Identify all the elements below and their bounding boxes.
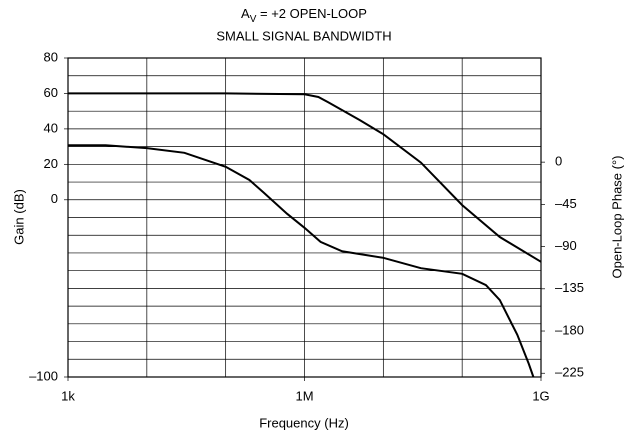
y-tick-label: 40	[44, 120, 58, 135]
y2-axis-label: Open-Loop Phase (°)	[609, 156, 624, 279]
title-subscript: V	[250, 14, 257, 25]
y-tick-label: 60	[44, 85, 58, 100]
y-tick-label: –100	[29, 368, 58, 383]
y2-tick-label: 0	[555, 154, 562, 169]
x-tick-label: 1k	[61, 388, 75, 403]
y-tick-label: 20	[44, 156, 58, 171]
title-rest: = +2 OPEN-LOOP	[256, 6, 367, 21]
x-tick-label: 1G	[532, 388, 549, 403]
title-symbol: A	[241, 6, 250, 21]
series-line	[68, 144, 535, 378]
chart-title: AV = +2 OPEN-LOOP	[241, 6, 367, 24]
chart-subtitle: SMALL SIGNAL BANDWIDTH	[216, 28, 391, 43]
plot-frame	[67, 57, 542, 378]
y2-tick-label: –45	[555, 196, 577, 211]
y2-tick-label: –225	[555, 365, 584, 380]
x-tick-label: 1M	[295, 388, 313, 403]
series-line	[68, 92, 542, 263]
y2-tick-label: –135	[555, 280, 584, 295]
x-axis-label: Frequency (Hz)	[259, 415, 349, 430]
y2-tick-label: –180	[555, 322, 584, 337]
y-tick-label: 0	[51, 191, 58, 206]
y2-tick-label: –90	[555, 238, 577, 253]
y-axis-label: Gain (dB)	[11, 189, 26, 245]
y-tick-label: 80	[44, 49, 58, 64]
